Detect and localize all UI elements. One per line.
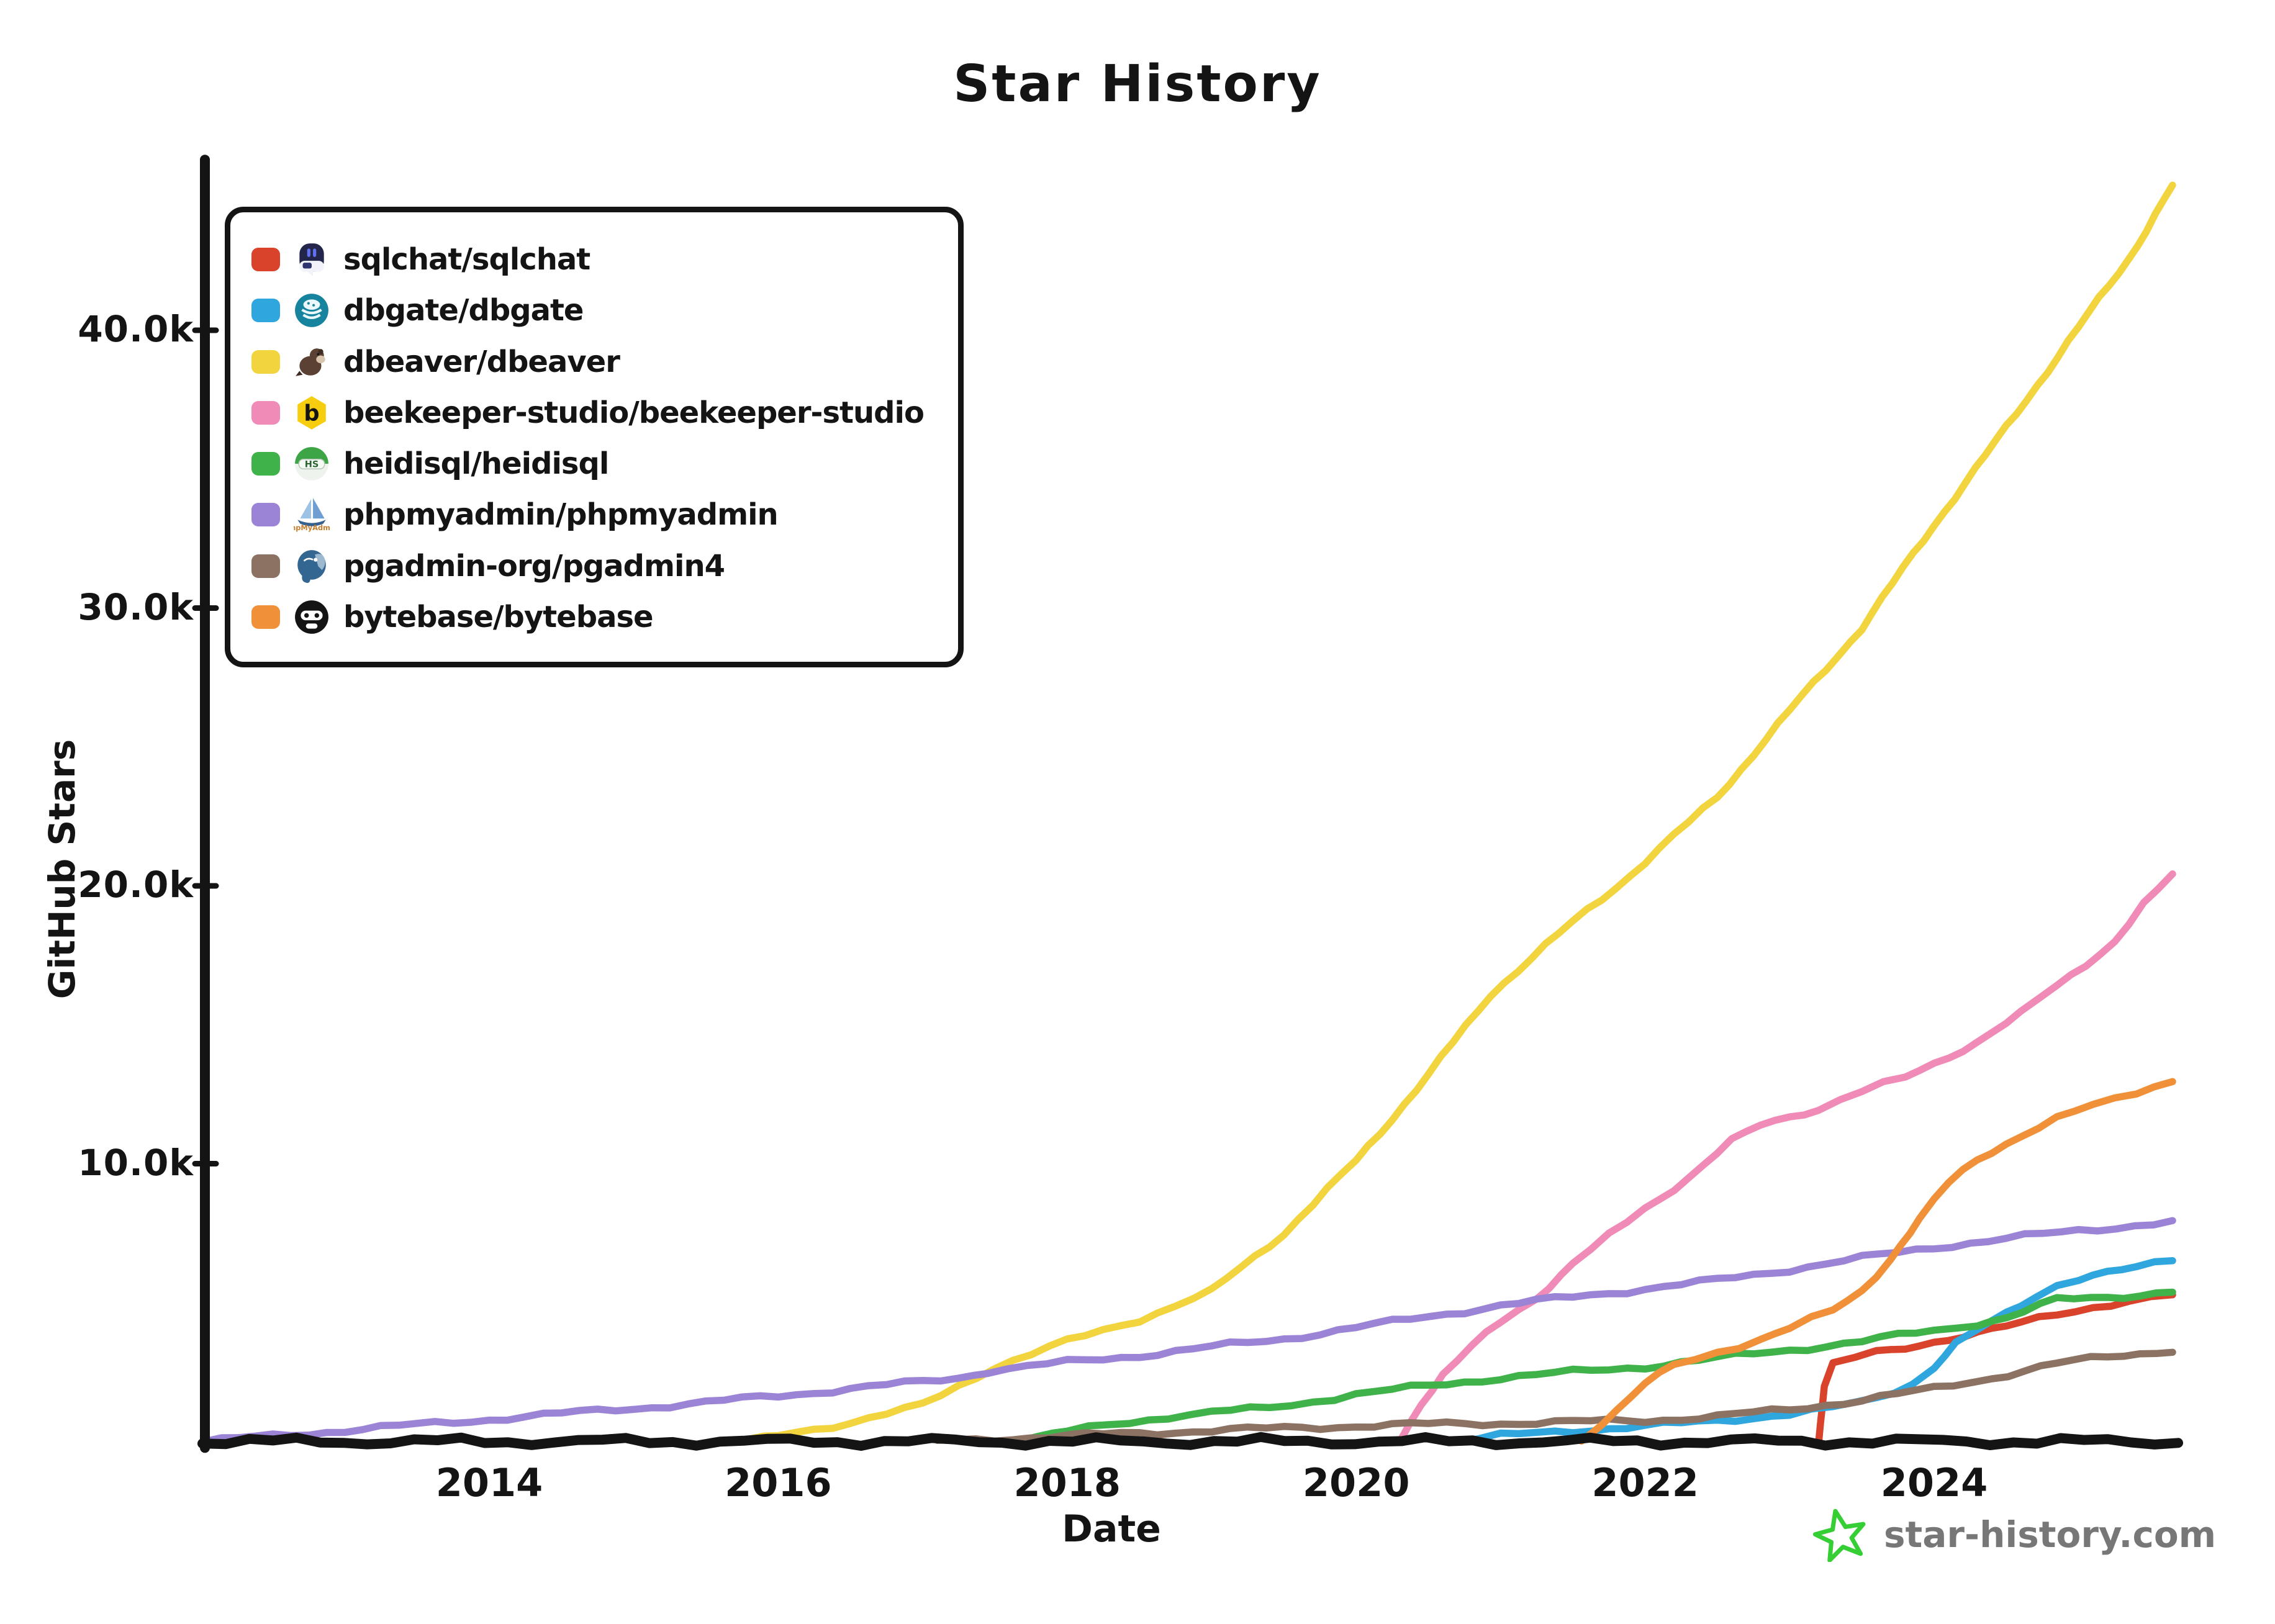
watermark: star-history.com [1813, 1507, 2216, 1562]
sqlchat-logo-icon [294, 241, 330, 277]
legend-item-beekeeper-studio: b beekeeper-studio/beekeeper-studio [251, 394, 937, 431]
pgadmin-color-swatch [251, 554, 280, 578]
legend-label: dbgate/dbgate [343, 293, 584, 328]
star-history-star-icon [1813, 1509, 1866, 1562]
legend: sqlchat/sqlchat dbgate/dbgate dbeaver/db… [225, 207, 964, 667]
watermark-text: star-history.com [1884, 1513, 2217, 1556]
legend-item-pgadmin4: pgadmin-org/pgadmin4 [251, 548, 937, 585]
svg-text:b: b [304, 400, 319, 426]
legend-label: dbeaver/dbeaver [343, 344, 620, 379]
legend-item-dbeaver: dbeaver/dbeaver [251, 343, 937, 381]
legend-label: bytebase/bytebase [343, 599, 654, 634]
legend-item-bytebase: bytebase/bytebase [251, 598, 937, 636]
y-tick-label: 10.0k [78, 1141, 194, 1184]
y-axis-title: GitHub Stars [41, 739, 83, 999]
legend-label: phpmyadmin/phpmyadmin [343, 497, 779, 533]
x-tick-label: 2014 [435, 1460, 543, 1505]
dbgate-color-swatch [251, 299, 280, 323]
svg-text:HS: HS [305, 460, 319, 470]
heidisql-color-swatch [251, 452, 280, 476]
legend-item-phpmyadmin: phpMyAdmin phpmyadmin/phpmyadmin [251, 496, 937, 533]
x-axis-line [197, 1432, 2183, 1451]
chart-title: Star History [953, 55, 1322, 114]
phpmyadmin-color-swatch [251, 503, 280, 527]
x-tick-label: 2016 [725, 1460, 832, 1505]
svg-text:phpMyAdmin: phpMyAdmin [294, 523, 330, 532]
heidisql-logo-icon: HS [294, 446, 330, 482]
sqlchat-color-swatch [251, 248, 280, 271]
x-axis-title: Date [1062, 1507, 1161, 1551]
legend-item-sqlchat: sqlchat/sqlchat [251, 241, 937, 278]
dbeaver-logo-icon [294, 344, 330, 380]
series-line-pgadmin-org [933, 1348, 2176, 1445]
x-tick-label: 2024 [1880, 1460, 1988, 1505]
series-line-heidisql [991, 1288, 2176, 1446]
beekeeper-color-swatch [251, 400, 280, 425]
series-line-phpmyadmin [201, 1217, 2176, 1445]
legend-label: heidisql/heidisql [343, 446, 609, 482]
beekeeper-logo-icon: b [294, 395, 330, 431]
x-tick-label: 2022 [1591, 1460, 1699, 1505]
dbgate-logo-icon [294, 292, 330, 328]
y-tick-label: 20.0k [78, 864, 194, 906]
series-line-bytebase [1578, 1078, 2176, 1445]
phpmyadmin-logo-icon: phpMyAdmin [294, 497, 330, 533]
y-tick-label: 30.0k [78, 585, 194, 628]
bytebase-logo-icon [294, 599, 330, 635]
legend-label: pgadmin-org/pgadmin4 [343, 548, 725, 584]
legend-item-dbgate: dbgate/dbgate [251, 292, 937, 329]
legend-label: beekeeper-studio/beekeeper-studio [343, 395, 925, 430]
x-tick-label: 2020 [1302, 1460, 1410, 1505]
legend-item-heidisql: HS heidisql/heidisql [251, 445, 937, 482]
legend-label: sqlchat/sqlchat [343, 242, 590, 277]
y-tick-label: 40.0k [78, 308, 194, 350]
series-line-dbeaver [746, 181, 2176, 1443]
pgadmin-logo-icon [294, 548, 330, 584]
dbeaver-color-swatch [251, 350, 280, 374]
bytebase-color-swatch [251, 605, 280, 629]
x-tick-label: 2018 [1013, 1460, 1121, 1505]
series-line-beekeeper-studio [1396, 870, 2176, 1446]
